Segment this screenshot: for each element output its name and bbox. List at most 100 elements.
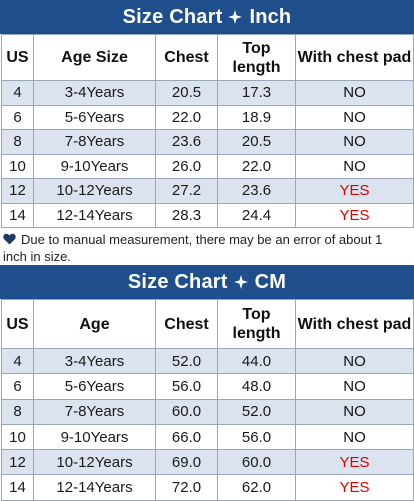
cell-chest-pad: YES [295, 202, 414, 228]
cell-chest: 27.2 [155, 178, 218, 204]
cm-title-left: Size Chart [127, 270, 228, 293]
cell-us: 12 [1, 449, 34, 476]
cell-us: 10 [1, 153, 34, 179]
cm-chart-title: Size Chart CM [0, 265, 414, 299]
table-row: 4 3-4Years 20.5 17.3 NO [1, 80, 414, 106]
cell-chest: 26.0 [155, 153, 218, 179]
table-row: 14 12-14Years 72.0 62.0 YES [1, 474, 414, 501]
cell-age: 9-10Years [33, 423, 156, 451]
cell-top-length: 60.0 [217, 449, 296, 476]
table-row: 10 9-10Years 26.0 22.0 NO [1, 153, 414, 179]
cell-chest: 52.0 [155, 347, 218, 375]
inch-size-table: US Age Size Chest Top length With chest … [1, 34, 414, 228]
cell-chest-pad: NO [295, 373, 414, 400]
heart-icon [3, 233, 16, 245]
cell-us: 4 [1, 80, 34, 106]
cell-chest: 20.5 [155, 80, 218, 106]
header-top-length: Top length [217, 299, 296, 349]
cell-chest-pad: NO [295, 80, 414, 106]
inch-chart-title: Size Chart Inch [0, 0, 414, 34]
header-chest: Chest [155, 299, 218, 349]
cell-chest-pad: YES [295, 474, 414, 501]
table-row: 12 10-12Years 27.2 23.6 YES [1, 178, 414, 204]
cell-chest-pad: NO [295, 104, 414, 130]
cell-us: 14 [1, 202, 34, 228]
cell-us: 12 [1, 178, 34, 204]
cell-chest-pad: YES [295, 178, 414, 204]
table-row: 8 7-8Years 23.6 20.5 NO [1, 129, 414, 155]
cell-chest: 23.6 [155, 129, 218, 155]
cell-us: 8 [1, 398, 34, 425]
sparkle-icon [228, 10, 243, 24]
inch-title-right: Inch [249, 5, 292, 28]
note-text: Due to manual measurement, there may be … [3, 232, 383, 264]
header-age: Age [33, 299, 156, 349]
cell-top-length: 20.5 [217, 129, 296, 155]
table-row: 4 3-4Years 52.0 44.0 NO [1, 347, 414, 375]
cell-us: 6 [1, 104, 34, 130]
cell-top-length: 56.0 [217, 423, 296, 451]
cell-top-length: 62.0 [217, 474, 296, 501]
cell-top-length: 18.9 [217, 104, 296, 130]
cell-age: 7-8Years [33, 129, 156, 155]
cell-top-length: 23.6 [217, 178, 296, 204]
cell-chest-pad: NO [295, 398, 414, 425]
cell-us: 14 [1, 474, 34, 501]
cell-chest: 28.3 [155, 202, 218, 228]
cell-chest-pad: NO [295, 129, 414, 155]
cell-us: 4 [1, 347, 34, 375]
table-header-row: US Age Size Chest Top length With chest … [1, 34, 414, 81]
cell-us: 8 [1, 129, 34, 155]
header-chest-pad: With chest pad [295, 34, 414, 81]
cell-top-length: 17.3 [217, 80, 296, 106]
cell-chest-pad: YES [295, 449, 414, 476]
header-age: Age Size [33, 34, 156, 81]
cm-title-right: CM [254, 270, 287, 293]
header-us: US [1, 299, 34, 349]
table-row: 12 10-12Years 69.0 60.0 YES [1, 449, 414, 476]
cell-us: 10 [1, 423, 34, 451]
cell-chest: 72.0 [155, 474, 218, 501]
header-chest-pad: With chest pad [295, 299, 414, 349]
cell-chest-pad: NO [295, 153, 414, 179]
header-chest: Chest [155, 34, 218, 81]
table-row: 6 5-6Years 56.0 48.0 NO [1, 373, 414, 400]
table-row: 6 5-6Years 22.0 18.9 NO [1, 104, 414, 130]
cell-chest: 66.0 [155, 423, 218, 451]
cell-chest: 69.0 [155, 449, 218, 476]
inch-title-left: Size Chart [122, 5, 223, 28]
cell-age: 5-6Years [33, 373, 156, 400]
inch-table-body: 4 3-4Years 20.5 17.3 NO 6 5-6Years 22.0 18.9 NO 8 7… [1, 80, 414, 228]
table-row: 10 9-10Years 66.0 56.0 NO [1, 423, 414, 451]
cell-chest: 22.0 [155, 104, 218, 130]
cm-table-body: 4 3-4Years 52.0 44.0 NO 6 5-6Years 56.0 48.0 NO 8 7… [1, 347, 414, 501]
cm-size-table: US Age Chest Top length With chest pad 4… [1, 299, 414, 501]
cell-age: 10-12Years [33, 178, 156, 204]
cell-age: 10-12Years [33, 449, 156, 476]
cell-chest-pad: NO [295, 347, 414, 375]
cell-age: 3-4Years [33, 80, 156, 106]
cell-top-length: 48.0 [217, 373, 296, 400]
cell-chest: 56.0 [155, 373, 218, 400]
cell-age: 12-14Years [33, 474, 156, 501]
cell-age: 9-10Years [33, 153, 156, 179]
cell-age: 3-4Years [33, 347, 156, 375]
table-header-row: US Age Chest Top length With chest pad [1, 299, 414, 349]
table-row: 8 7-8Years 60.0 52.0 NO [1, 398, 414, 425]
table-row: 14 12-14Years 28.3 24.4 YES [1, 202, 414, 228]
cell-age: 12-14Years [33, 202, 156, 228]
cell-top-length: 52.0 [217, 398, 296, 425]
cell-top-length: 22.0 [217, 153, 296, 179]
cell-age: 7-8Years [33, 398, 156, 425]
cell-age: 5-6Years [33, 104, 156, 130]
cell-top-length: 24.4 [217, 202, 296, 228]
header-us: US [1, 34, 34, 81]
header-top-length: Top length [217, 34, 296, 81]
sparkle-icon [233, 275, 248, 289]
cell-top-length: 44.0 [217, 347, 296, 375]
cell-us: 6 [1, 373, 34, 400]
measurement-note: Due to manual measurement, there may be … [3, 231, 409, 265]
cell-chest: 60.0 [155, 398, 218, 425]
cell-chest-pad: NO [295, 423, 414, 451]
